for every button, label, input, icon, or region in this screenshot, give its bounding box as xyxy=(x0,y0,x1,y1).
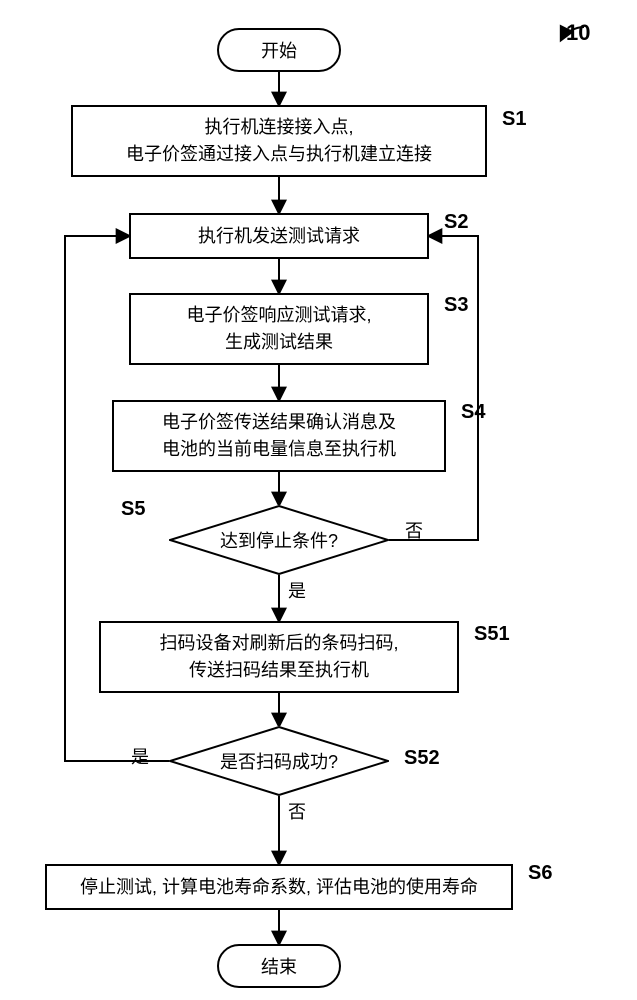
step-s6-label: S6 xyxy=(528,862,552,885)
step-s51: 扫码设备对刷新后的条码扫码, 传送扫码结果至执行机 xyxy=(99,621,459,693)
decision-s52-text: 是否扫码成功? xyxy=(220,748,338,774)
decision-s5-label: S5 xyxy=(121,498,145,521)
step-s6: 停止测试, 计算电池寿命系数, 评估电池的使用寿命 xyxy=(45,864,513,910)
decision-s5: 达到停止条件? xyxy=(169,505,389,575)
step-s4-label: S4 xyxy=(461,401,485,424)
branch-s5-no: 否 xyxy=(405,517,423,543)
terminator-end: 结束 xyxy=(217,944,341,988)
step-s2-text: 执行机发送测试请求 xyxy=(198,223,360,250)
step-s4-text: 电子价签传送结果确认消息及 电池的当前电量信息至执行机 xyxy=(162,409,396,463)
step-s3: 电子价签响应测试请求, 生成测试结果 xyxy=(129,293,429,365)
decision-s52-label: S52 xyxy=(404,747,440,770)
step-s51-text: 扫码设备对刷新后的条码扫码, 传送扫码结果至执行机 xyxy=(160,630,399,684)
step-s4: 电子价签传送结果确认消息及 电池的当前电量信息至执行机 xyxy=(112,400,446,472)
step-s51-label: S51 xyxy=(474,623,510,646)
step-s1-label: S1 xyxy=(502,108,526,131)
terminator-start-text: 开始 xyxy=(261,37,297,63)
step-s2-label: S2 xyxy=(444,211,468,234)
branch-s52-yes: 是 xyxy=(131,743,149,769)
decision-s52: 是否扫码成功? xyxy=(169,726,389,796)
terminator-start: 开始 xyxy=(217,28,341,72)
step-s1: 执行机连接接入点, 电子价签通过接入点与执行机建立连接 xyxy=(71,105,487,177)
figure-label: 10 xyxy=(566,20,590,46)
step-s6-text: 停止测试, 计算电池寿命系数, 评估电池的使用寿命 xyxy=(80,874,478,901)
step-s3-label: S3 xyxy=(444,294,468,317)
decision-s5-text: 达到停止条件? xyxy=(220,527,338,553)
branch-s52-no: 否 xyxy=(288,798,306,824)
branch-s5-yes: 是 xyxy=(288,577,306,603)
step-s2: 执行机发送测试请求 xyxy=(129,213,429,259)
step-s3-text: 电子价签响应测试请求, 生成测试结果 xyxy=(187,302,372,356)
step-s1-text: 执行机连接接入点, 电子价签通过接入点与执行机建立连接 xyxy=(126,114,432,168)
terminator-end-text: 结束 xyxy=(261,953,297,979)
